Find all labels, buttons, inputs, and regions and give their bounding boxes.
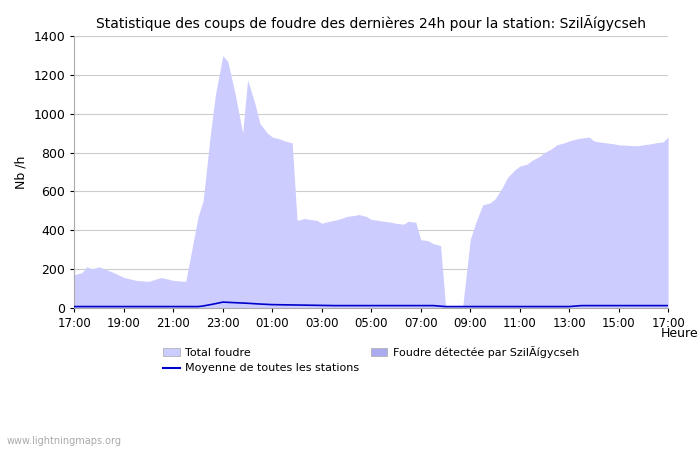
X-axis label: Heure: Heure — [662, 327, 699, 339]
Y-axis label: Nb /h: Nb /h — [15, 155, 28, 189]
Title: Statistique des coups de foudre des dernières 24h pour la station: SzilÃígycseh: Statistique des coups de foudre des dern… — [97, 15, 646, 31]
Legend: Total foudre, Moyenne de toutes les stations, Foudre détectée par SzilÃígycseh: Total foudre, Moyenne de toutes les stat… — [159, 342, 584, 378]
Text: www.lightningmaps.org: www.lightningmaps.org — [7, 436, 122, 446]
